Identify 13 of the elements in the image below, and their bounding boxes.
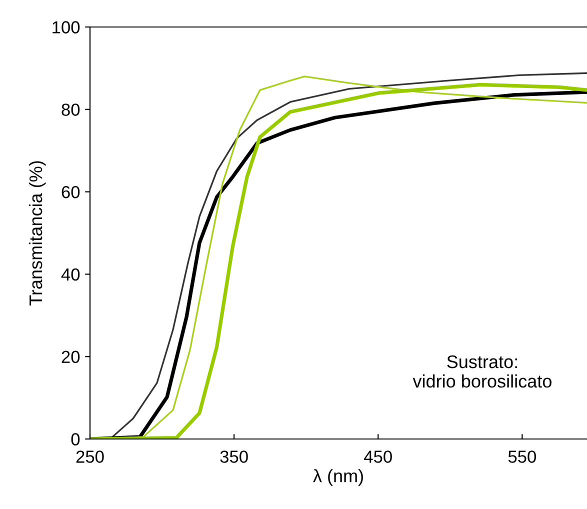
y-tick-label: 80 <box>62 104 80 116</box>
x-tick-label: 450 <box>364 450 392 463</box>
annotation: Sustrato: vidrio borosilicato <box>412 355 552 388</box>
y-tick-label: 60 <box>62 186 80 198</box>
y-axis-title: Transmitancia (%) <box>28 161 46 306</box>
x-axis-title: λ (nm) <box>313 469 363 486</box>
x-tick-label: 250 <box>76 450 104 463</box>
x-tick-label: 550 <box>508 450 536 463</box>
x-tick-label: 350 <box>220 450 248 463</box>
y-tick-label: 20 <box>62 350 80 364</box>
y-tick-label: 0 <box>71 433 80 446</box>
y-tick-label: 100 <box>52 21 80 34</box>
y-tick-label: 40 <box>61 268 80 281</box>
